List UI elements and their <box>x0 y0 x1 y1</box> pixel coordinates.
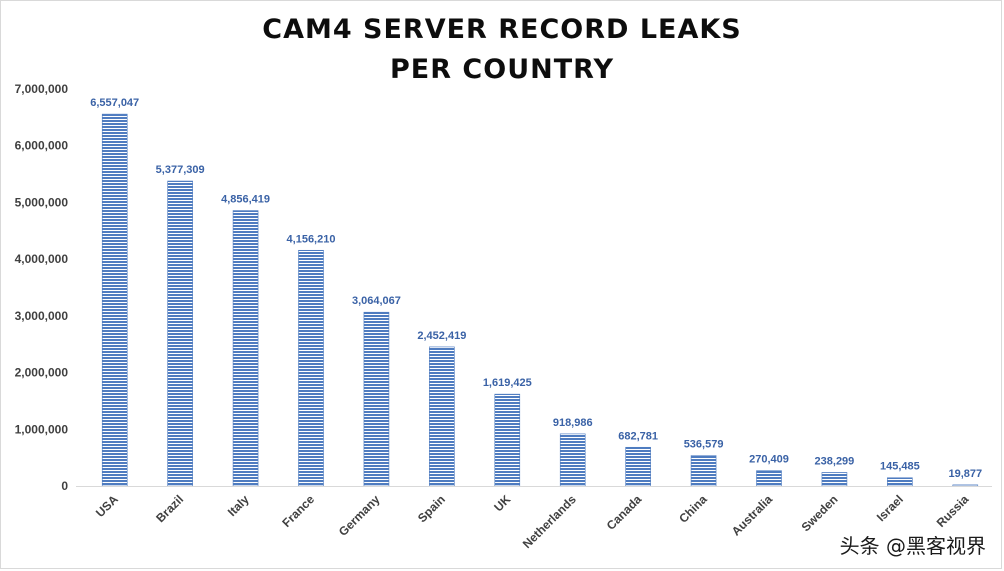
data-label: 238,299 <box>815 455 855 467</box>
y-tick-label: 1,000,000 <box>15 422 69 436</box>
bar-canada <box>625 446 651 487</box>
chart-title-line-1: CAM4 SERVER RECORD LEAKS <box>262 14 742 45</box>
bar-usa <box>101 113 128 487</box>
x-tick-label: Germany <box>336 492 383 539</box>
watermark: 头条 @黑客视界 <box>839 534 986 558</box>
y-tick-label: 4,000,000 <box>15 252 69 266</box>
data-label: 6,557,047 <box>90 97 139 109</box>
data-label: 5,377,309 <box>156 164 205 176</box>
y-axis: 0 1,000,000 2,000,000 3,000,000 4,000,000 5,0… <box>15 82 69 493</box>
y-tick-label: 7,000,000 <box>15 82 69 96</box>
data-label: 145,485 <box>880 461 920 473</box>
data-label: 19,877 <box>948 468 982 480</box>
bar-china <box>690 455 717 487</box>
bar-netherlands <box>559 433 586 487</box>
y-tick-label: 3,000,000 <box>15 309 69 323</box>
x-tick-label: Sweden <box>799 492 841 534</box>
y-tick-label: 5,000,000 <box>15 195 69 209</box>
bar-russia <box>952 484 979 487</box>
x-tick-label: Canada <box>604 492 645 533</box>
x-tick-label: Netherlands <box>520 492 579 551</box>
y-tick-label: 2,000,000 <box>15 366 69 380</box>
bar-uk <box>494 393 521 487</box>
data-label: 3,064,067 <box>352 295 401 307</box>
data-label: 270,409 <box>749 454 789 466</box>
x-tick-label: Italy <box>225 492 252 519</box>
x-tick-label: China <box>676 492 710 526</box>
chart-title-line-2: PER COUNTRY <box>390 54 614 85</box>
bar-sweden <box>821 472 848 487</box>
x-tick-label: Brazil <box>153 492 186 525</box>
y-tick-label: 6,000,000 <box>15 139 69 153</box>
x-tick-label: France <box>279 492 317 530</box>
bar-france <box>298 249 324 487</box>
x-tick-label: Australia <box>729 492 775 538</box>
bars-group: 6,557,047 5,377,309 4,856,419 4,156,210 3,06… <box>90 97 982 487</box>
bar-germany <box>363 311 390 487</box>
x-tick-label: Israel <box>874 492 906 524</box>
x-tick-label: Russia <box>934 492 972 530</box>
data-label: 4,856,419 <box>221 194 270 206</box>
data-label: 918,986 <box>553 417 593 429</box>
data-label: 2,452,419 <box>417 330 466 342</box>
data-label: 536,579 <box>684 439 724 451</box>
data-label: 682,781 <box>618 430 658 442</box>
y-tick-label: 0 <box>61 479 68 493</box>
data-label: 4,156,210 <box>287 233 336 245</box>
x-tick-label: UK <box>491 492 513 514</box>
bar-italy <box>232 210 259 487</box>
x-tick-label: USA <box>93 492 121 520</box>
x-tick-label: Spain <box>415 492 448 525</box>
bar-spain <box>429 346 455 487</box>
data-label: 1,619,425 <box>483 377 532 389</box>
bar-australia <box>756 470 782 487</box>
bar-brazil <box>167 180 193 487</box>
bar-israel <box>887 477 913 487</box>
